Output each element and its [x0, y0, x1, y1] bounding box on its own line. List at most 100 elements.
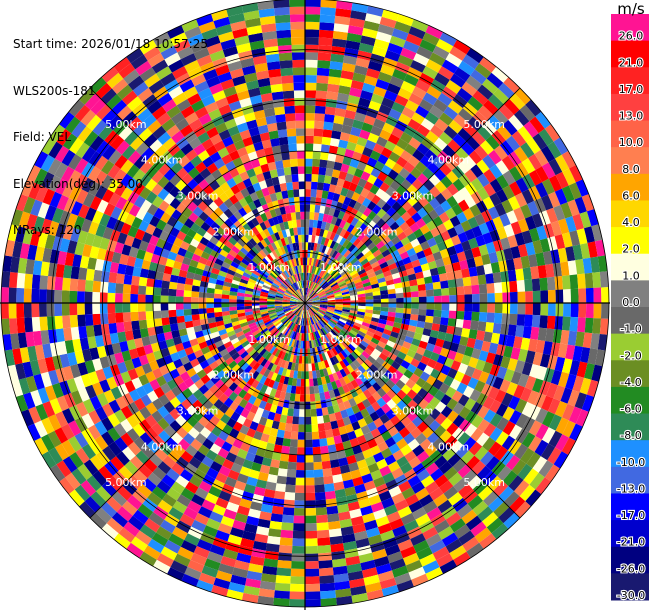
velocity-gate [305, 477, 315, 486]
velocity-gate [313, 283, 319, 291]
velocity-gate [113, 169, 127, 183]
velocity-gate [11, 379, 24, 397]
velocity-gate [157, 175, 170, 189]
velocity-gate [386, 399, 397, 410]
velocity-gate [446, 183, 459, 196]
velocity-gate [386, 316, 396, 322]
velocity-gate [520, 255, 531, 269]
range-ring-label: 1.00km [248, 333, 290, 346]
colorbar-tick-label: -6.0 [620, 403, 641, 416]
velocity-gate [277, 358, 284, 367]
velocity-gate [353, 201, 362, 211]
velocity-gate [281, 272, 288, 280]
velocity-gate [395, 410, 407, 422]
velocity-gate [410, 314, 419, 321]
velocity-gate [315, 322, 321, 331]
velocity-gate [270, 137, 280, 147]
velocity-gate [354, 428, 364, 438]
velocity-gate [332, 38, 347, 48]
velocity-gate [305, 303, 313, 306]
velocity-gate [568, 182, 582, 200]
velocity-gate [311, 235, 316, 243]
velocity-gate [4, 349, 16, 367]
velocity-gate [293, 227, 298, 236]
velocity-gate [312, 303, 321, 306]
velocity-gate [229, 306, 237, 311]
velocity-gate [138, 319, 148, 330]
velocity-gate [488, 94, 504, 110]
velocity-gate [524, 314, 533, 327]
velocity-gate [592, 318, 601, 334]
velocity-gate [412, 130, 426, 144]
velocity-gate [360, 171, 371, 182]
velocity-gate [213, 207, 224, 217]
velocity-gate [389, 558, 406, 571]
velocity-gate [406, 389, 418, 400]
velocity-gate [286, 288, 294, 295]
velocity-gate [151, 106, 167, 120]
velocity-gate [288, 259, 294, 268]
velocity-gate [405, 493, 419, 507]
velocity-gate [325, 255, 332, 264]
velocity-gate [407, 363, 417, 374]
velocity-gate [423, 230, 434, 241]
velocity-gate [381, 333, 391, 341]
velocity-gate [468, 237, 479, 249]
velocity-gate [390, 347, 400, 357]
velocity-gate [367, 174, 378, 185]
velocity-gate [425, 111, 439, 125]
radial-line [304, 302, 521, 519]
velocity-gate [8, 287, 17, 303]
velocity-gate [231, 364, 241, 373]
velocity-gate [316, 354, 321, 363]
velocity-gate [341, 288, 349, 294]
velocity-gate [458, 173, 471, 187]
velocity-gate [330, 216, 338, 225]
velocity-gate [305, 303, 313, 307]
velocity-gate [354, 376, 364, 386]
velocity-gate [288, 346, 294, 355]
velocity-gate [289, 301, 298, 303]
velocity-gate [384, 158, 397, 170]
velocity-gate [191, 297, 199, 303]
velocity-gate [400, 546, 417, 559]
velocity-gate [296, 219, 301, 228]
velocity-gate [335, 496, 348, 506]
velocity-gate [454, 524, 471, 539]
velocity-gate [381, 497, 395, 509]
velocity-gate [272, 381, 280, 390]
velocity-gate [370, 125, 383, 137]
colorbar-segment [611, 227, 649, 255]
velocity-gate [278, 314, 286, 320]
velocity-gate [149, 378, 161, 391]
velocity-gate [427, 161, 440, 174]
velocity-gate [191, 303, 199, 309]
velocity-gate [274, 207, 282, 217]
velocity-gate [232, 421, 243, 432]
velocity-gate [308, 309, 313, 317]
velocity-gate [312, 151, 321, 160]
velocity-gate [439, 32, 457, 47]
velocity-gate [264, 342, 272, 351]
velocity-gate [316, 312, 323, 319]
velocity-gate [336, 595, 353, 606]
velocity-gate [290, 299, 298, 302]
velocity-gate [271, 347, 279, 356]
velocity-gate [57, 250, 68, 265]
velocity-gate [170, 161, 183, 174]
velocity-gate [394, 421, 406, 433]
velocity-gate [47, 276, 56, 290]
velocity-gate [274, 305, 283, 308]
velocity-gate [439, 112, 454, 126]
velocity-gate [224, 407, 235, 418]
velocity-gate [222, 458, 234, 470]
velocity-gate [446, 170, 459, 184]
velocity-gate [249, 175, 259, 185]
velocity-gate [394, 317, 403, 324]
velocity-gate [411, 259, 421, 268]
velocity-gate [300, 386, 305, 395]
velocity-gate [236, 473, 249, 484]
velocity-gate [16, 303, 25, 319]
velocity-gate [453, 478, 468, 492]
velocity-gate [224, 188, 235, 199]
